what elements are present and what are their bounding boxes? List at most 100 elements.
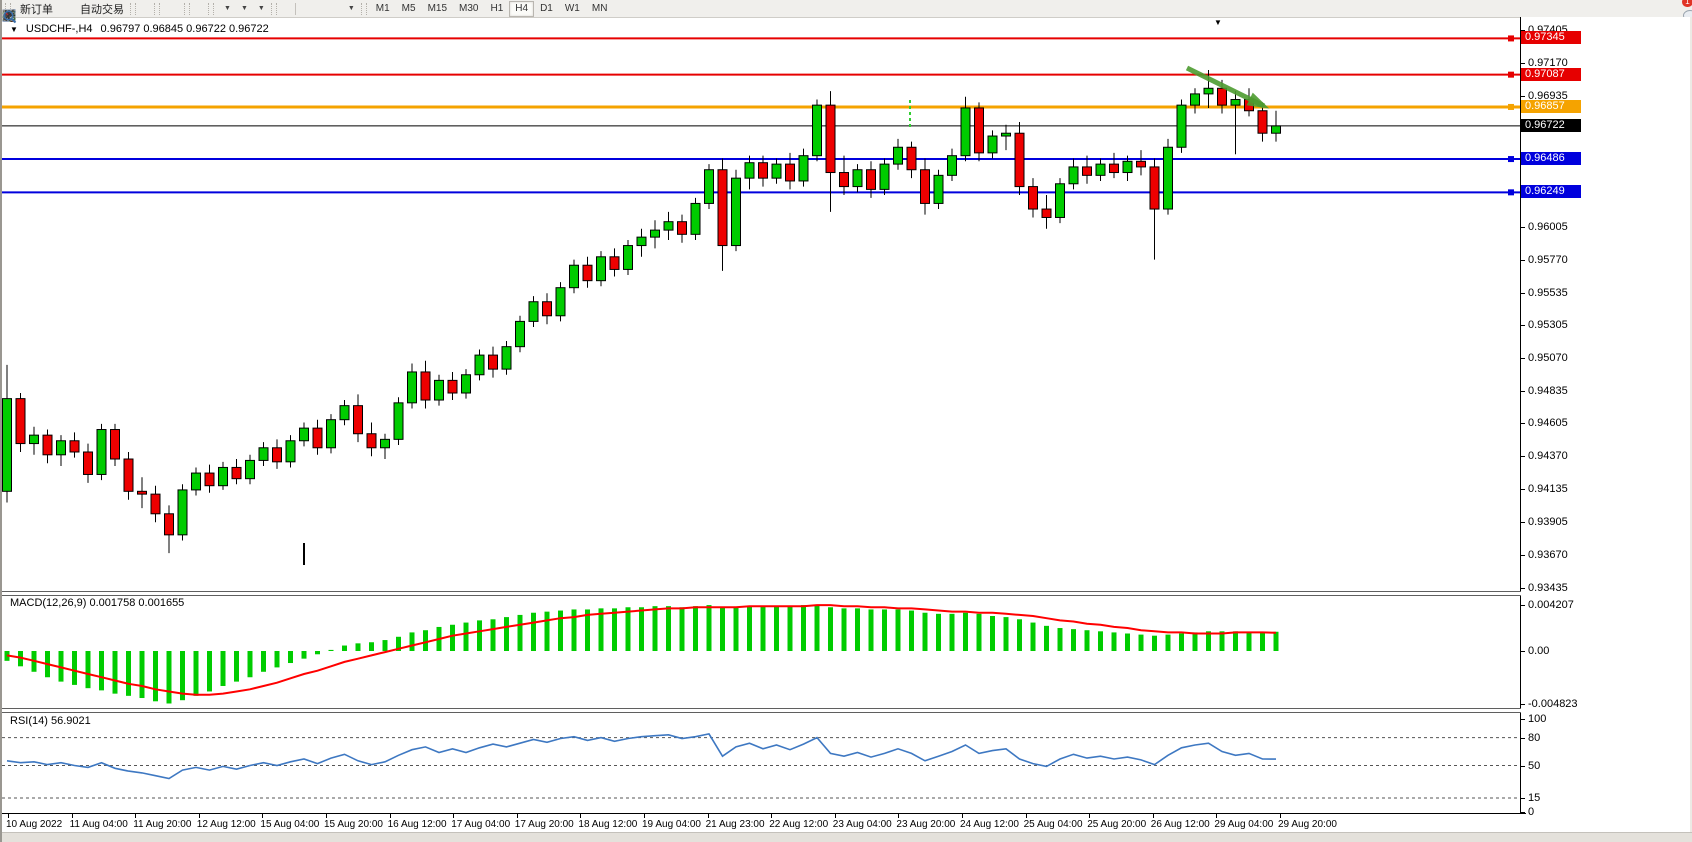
panel-splitter[interactable] [2,591,1521,596]
candle-body[interactable] [1095,163,1106,176]
candle-body[interactable] [326,419,336,449]
symbol-menu-button[interactable]: ▼ [10,24,18,34]
candle-body[interactable] [56,440,66,456]
toolbar-grip[interactable] [5,2,11,15]
candle-body[interactable] [191,472,201,491]
candle-body[interactable] [974,107,984,154]
candle-body[interactable] [272,447,282,463]
candle-body[interactable] [420,371,431,401]
candle-body[interactable] [204,472,215,487]
time-axis[interactable]: 10 Aug 2022 11 Aug 04:00 11 Aug 20:00 12 Au… [2,813,1692,832]
candle-body[interactable] [447,379,458,394]
price-chart-canvas[interactable] [2,17,1521,594]
candle-body[interactable] [15,398,26,445]
candle-body[interactable] [137,490,147,495]
autotrading-button[interactable]: 自动交易 [3,1,127,22]
candle-body[interactable] [1230,99,1241,106]
candle-body[interactable] [677,221,687,235]
candle-body[interactable] [69,440,80,453]
new-order-button[interactable]: 新订单 [2,1,56,21]
candle-body[interactable] [987,135,998,154]
candle-body[interactable] [1149,166,1160,210]
candle-body[interactable] [407,371,417,404]
candle-body[interactable] [474,354,485,376]
candle-body[interactable] [177,489,188,536]
toolbar-grip[interactable] [184,2,190,15]
candle-body[interactable] [1122,160,1133,174]
candle-body[interactable] [231,466,242,480]
crosshair-button[interactable] [3,1,292,21]
toolbar-grip[interactable] [360,2,367,15]
candle-body[interactable] [1217,87,1227,106]
candle-body[interactable] [488,354,498,370]
candle-body[interactable] [623,245,633,270]
templates-button[interactable]: ▼ [2,1,268,20]
candle-body[interactable] [258,447,269,461]
candle-body[interactable] [150,493,161,515]
candle-body[interactable] [825,104,836,174]
candle-body[interactable] [542,301,552,317]
candle-body[interactable] [1136,160,1146,168]
candle-body[interactable] [785,163,795,182]
candle-body[interactable] [501,346,512,370]
chart-shift-marker[interactable]: ▼ [1214,18,1222,27]
hline-handle[interactable] [1508,71,1514,78]
candle-body[interactable] [744,162,755,179]
candle-body[interactable] [299,427,309,442]
candle-body[interactable] [1257,110,1268,134]
toolbar-grip[interactable] [208,2,214,15]
candle-body[interactable] [1203,87,1214,95]
candle-body[interactable] [1163,146,1173,210]
candle-body[interactable] [312,427,323,449]
candle-body[interactable] [461,374,471,394]
timeframe-button-m5[interactable]: M5 [401,2,416,14]
periods-button[interactable]: ▼ [3,1,251,21]
timeframe-button-d1[interactable]: D1 [540,2,553,14]
candle-body[interactable] [1190,93,1200,106]
candle-body[interactable] [839,172,849,188]
candle-body[interactable] [245,459,255,480]
candle-body[interactable] [1271,125,1281,134]
candle-body[interactable] [704,169,714,204]
candle-body[interactable] [29,434,39,445]
candle-body[interactable] [1014,132,1025,188]
candle-body[interactable] [1068,166,1079,185]
candle-body[interactable] [650,229,660,238]
timeframe-button-w1[interactable]: W1 [564,2,580,14]
candle-body[interactable] [285,440,296,463]
tile-windows-button[interactable] [2,1,181,21]
toolbar-grip[interactable] [154,2,160,15]
rsi-panel-canvas[interactable] [2,711,1521,813]
hline-handle[interactable] [1508,189,1514,196]
candle-body[interactable] [609,256,620,270]
candle-body[interactable] [2,398,12,492]
candle-body[interactable] [380,438,390,449]
timeframe-button-m30[interactable]: M30 [459,2,479,14]
candle-body[interactable] [123,458,134,492]
candle-body[interactable] [1041,208,1052,218]
candle-body[interactable] [879,163,890,190]
candle-body[interactable] [812,104,822,157]
candle-body[interactable] [83,451,93,475]
candle-body[interactable] [663,221,674,231]
candle-body[interactable] [1109,163,1119,174]
panel-splitter[interactable] [2,708,1521,713]
candle-body[interactable] [960,107,971,157]
candle-body[interactable] [528,301,539,322]
candle-body[interactable] [852,169,863,188]
hline-handle[interactable] [1508,35,1514,42]
candle-body[interactable] [636,236,647,247]
hline-handle[interactable] [1508,103,1514,110]
candle-body[interactable] [758,162,768,179]
candle-body[interactable] [798,155,809,182]
candle-body[interactable] [690,202,701,235]
candle-body[interactable] [1082,166,1092,176]
candle-body[interactable] [366,433,377,449]
toolbar-grip[interactable] [270,2,277,15]
chart-shift-button[interactable] [3,1,205,20]
candle-body[interactable] [569,264,579,289]
candle-body[interactable] [771,163,782,179]
candle-body[interactable] [555,287,566,317]
timeframe-button-h4[interactable]: H4 [509,0,535,17]
chat-button[interactable]: 1 [1682,0,1692,24]
